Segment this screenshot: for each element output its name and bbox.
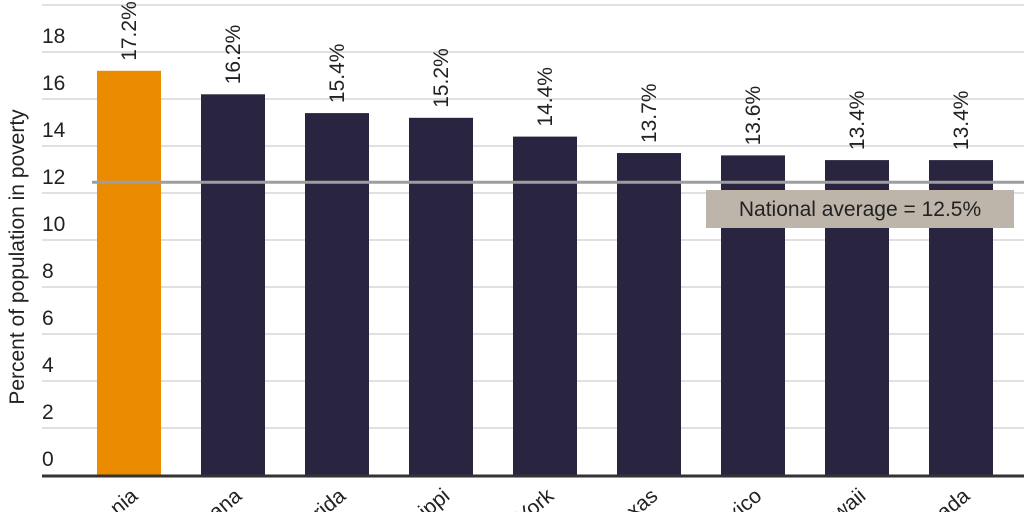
y-tick-label: 18 (42, 25, 65, 48)
x-tick-label: nia (106, 484, 142, 512)
y-tick-label: 2 (42, 401, 54, 424)
y-tick-label: 0 (42, 448, 54, 471)
y-tick-label: 12 (42, 166, 65, 189)
data-label: 15.4% (326, 44, 349, 104)
x-tick-label: ana (205, 484, 247, 512)
y-tick-label: 4 (42, 354, 54, 377)
bar (617, 153, 681, 476)
bar (201, 94, 265, 476)
data-label: 17.2% (118, 1, 141, 61)
data-label: 15.2% (430, 48, 453, 108)
y-axis-label: Percent of population in poverty (6, 109, 29, 405)
data-label: 16.2% (222, 25, 245, 85)
x-tick-label: rida (309, 484, 351, 512)
x-tick-label: waii (827, 484, 870, 512)
y-tick-label: 14 (42, 119, 66, 142)
x-tick-label: York (512, 484, 559, 512)
data-label: 13.7% (638, 84, 661, 144)
bar (97, 70, 161, 476)
y-tick-label: 16 (42, 72, 65, 95)
bar (513, 136, 577, 475)
x-tick-label: xas (622, 484, 662, 512)
x-tick-label: ada (933, 484, 975, 512)
data-label: 14.4% (534, 67, 557, 127)
x-tick-label: xico (723, 484, 766, 512)
data-label: 13.4% (846, 91, 869, 151)
annotation-box (706, 190, 1014, 228)
y-tick-label: 6 (42, 307, 54, 330)
bar (409, 117, 473, 476)
y-tick-label: 10 (42, 213, 65, 236)
data-label: 13.4% (950, 91, 973, 151)
data-label: 13.6% (742, 86, 765, 146)
bar (305, 113, 369, 475)
national-average-label: National average = 12.5% (739, 198, 981, 221)
y-tick-label: 8 (42, 260, 54, 283)
x-tick-label: ippi (414, 484, 454, 512)
